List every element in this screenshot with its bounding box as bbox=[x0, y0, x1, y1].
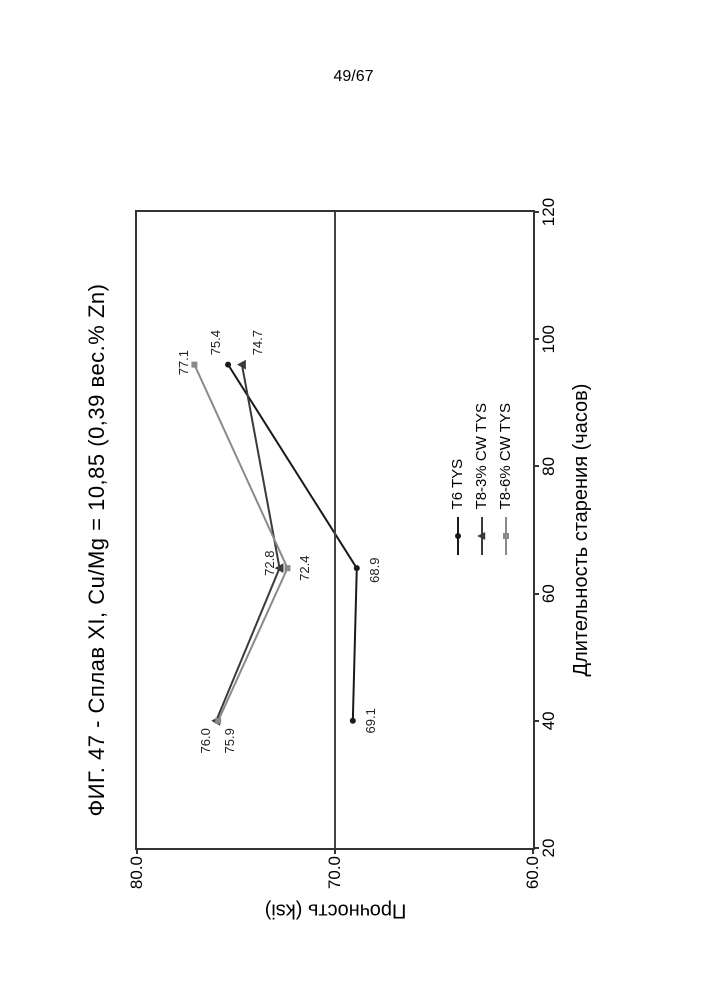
x-tick-mark bbox=[533, 593, 539, 595]
legend-marker-icon bbox=[455, 533, 461, 539]
x-tick-label: 60 bbox=[539, 584, 559, 603]
legend-marker-icon bbox=[477, 532, 485, 540]
legend-swatch bbox=[448, 517, 468, 555]
y-tick-label: 80.0 bbox=[127, 856, 147, 889]
x-tick-mark bbox=[533, 211, 539, 213]
series-line bbox=[228, 365, 357, 721]
data-label: 75.4 bbox=[208, 330, 223, 355]
legend-label: T8-6% CW TYS bbox=[497, 403, 514, 509]
y-tick-mark bbox=[334, 848, 336, 854]
data-label: 77.1 bbox=[176, 350, 191, 375]
x-tick-label: 100 bbox=[539, 325, 559, 353]
legend: T6 TYS T8-3% CW TYS T8-6% CW TYS bbox=[446, 403, 518, 555]
data-label: 69.1 bbox=[363, 708, 378, 733]
data-label: 75.9 bbox=[222, 728, 237, 753]
x-tick-mark bbox=[533, 338, 539, 340]
legend-swatch bbox=[472, 517, 492, 555]
legend-item: T6 TYS bbox=[446, 403, 470, 555]
page-number: 49/67 bbox=[0, 68, 707, 86]
grid-line bbox=[334, 212, 336, 848]
x-tick-mark bbox=[533, 720, 539, 722]
legend-label: T8-3% CW TYS bbox=[473, 403, 490, 509]
legend-item: T8-3% CW TYS bbox=[470, 403, 494, 555]
x-axis-label: Длительность старения (часов) bbox=[570, 210, 593, 850]
data-label: 68.9 bbox=[367, 558, 382, 583]
x-tick-mark bbox=[533, 465, 539, 467]
legend-label: T6 TYS bbox=[449, 459, 466, 510]
data-label: 74.7 bbox=[250, 330, 265, 355]
data-label: 72.4 bbox=[297, 556, 312, 581]
legend-item: T8-6% CW TYS bbox=[494, 403, 518, 555]
legend-marker-icon bbox=[503, 533, 509, 539]
x-tick-mark bbox=[533, 847, 539, 849]
y-tick-mark bbox=[136, 848, 138, 854]
y-axis-label-text: Прочность (ksi) bbox=[264, 898, 406, 921]
y-axis-label: Прочность (ksi) bbox=[135, 895, 535, 925]
plot-area: T6 TYST8-3% CW TYST8-6% CW TYS 60.070.08… bbox=[135, 210, 535, 850]
legend-swatch bbox=[496, 517, 516, 555]
series-line bbox=[194, 365, 287, 721]
data-label: 76.0 bbox=[198, 728, 213, 753]
y-tick-label: 70.0 bbox=[325, 856, 345, 889]
x-tick-label: 80 bbox=[539, 457, 559, 476]
x-tick-label: 120 bbox=[539, 198, 559, 226]
series-line bbox=[216, 365, 279, 721]
figure: ФИГ. 47 - Сплав XI, Cu/Mg = 10,85 (0,39 … bbox=[80, 140, 630, 960]
figure-title: ФИГ. 47 - Сплав XI, Cu/Mg = 10,85 (0,39 … bbox=[84, 140, 110, 960]
figure-rotated-wrap: ФИГ. 47 - Сплав XI, Cu/Mg = 10,85 (0,39 … bbox=[80, 140, 630, 960]
data-label: 72.8 bbox=[262, 551, 277, 576]
x-tick-label: 40 bbox=[539, 711, 559, 730]
page: 49/67 ФИГ. 47 - Сплав XI, Cu/Mg = 10,85 … bbox=[0, 0, 707, 1000]
y-tick-label: 60.0 bbox=[523, 856, 543, 889]
x-tick-label: 20 bbox=[539, 839, 559, 858]
